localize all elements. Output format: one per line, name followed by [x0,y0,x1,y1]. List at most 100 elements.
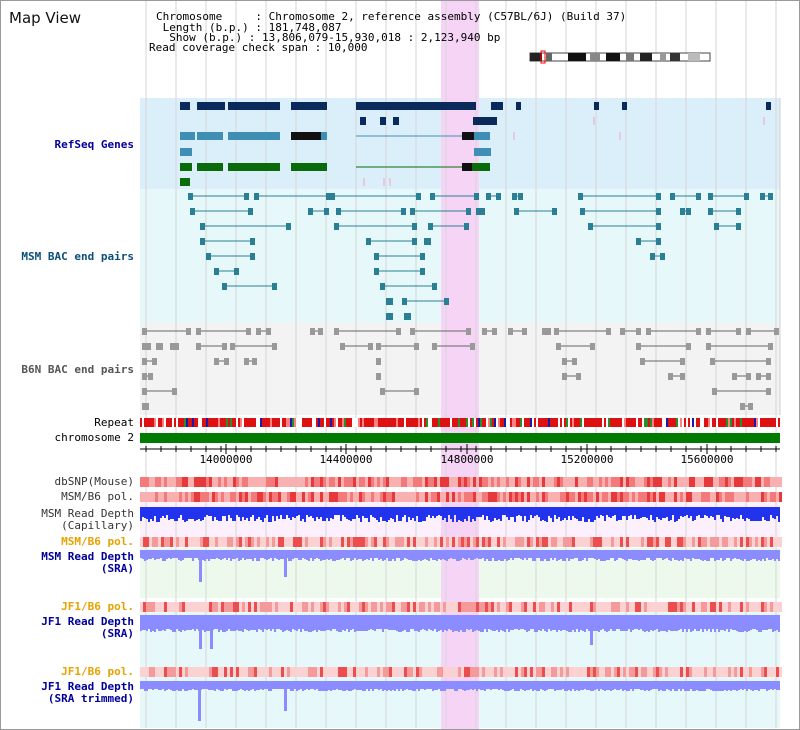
jf1-trimmed-depth-bar [356,681,358,690]
msm-b6-polymorphism-cell [611,537,614,547]
msm-b6-polymorphism-cell [770,492,773,502]
msm-sra-depth-bar [254,550,256,558]
repeat-element [578,418,580,427]
msm-sra-depth-bar [622,550,624,559]
jf1-sra-depth-bar [636,615,638,629]
jf1-sra-depth-bar [772,615,774,632]
track-label-msm-depth-sra[interactable]: MSM Read Depth [41,550,134,563]
jf1-b6-polymorphism-cell [248,602,251,612]
track-label-msm-bac[interactable]: MSM BAC end pairs [21,250,134,263]
msm-capillary-depth-bar [524,507,526,516]
msm-b6-polymorphism-cell [506,492,509,502]
msm-sra-depth-bar [582,550,584,560]
msm-sra-depth-bar [610,550,612,558]
jf1-b6-polymorphism-cell [689,667,692,677]
msm-sra-depth-bar [548,550,550,561]
bac-end-marker [170,343,175,350]
msm-capillary-depth-bar [640,507,642,518]
track-label-jf1-b6-pol-1[interactable]: JF1/B6 pol. [61,600,134,613]
msm-capillary-depth-bar [378,507,380,522]
repeat-element [204,418,206,427]
bac-end-marker [746,328,751,335]
jf1-b6-polymorphism-cell [557,667,560,677]
msm-b6-polymorphism-cell [389,537,392,547]
msm-sra-depth-bar [144,550,146,561]
repeat-element [324,418,326,427]
repeat-element [676,418,678,427]
msm-capillary-depth-bar [606,507,608,515]
jf1-sra-depth-bar [530,615,532,629]
msm-b6-polymorphism-cell [227,492,230,502]
msm-sra-depth-bar [682,550,684,561]
repeat-element [140,418,142,427]
jf1-trimmed-depth-bar [662,681,664,691]
jf1-sra-depth-bar [178,615,180,631]
msm-b6-polymorphism-cell [602,537,605,547]
msm-sra-depth-bar [534,550,536,561]
msm-capillary-depth-bar [696,507,698,516]
jf1-trimmed-depth-bar [710,681,712,690]
msm-capillary-depth-bar [436,507,438,516]
msm-capillary-depth-bar [568,507,570,516]
bac-end-marker [766,373,771,380]
jf1-sra-depth-bar [634,615,636,629]
jf1-b6-polymorphism-cell [392,667,395,677]
msm-sra-depth-bar [360,550,362,559]
msm-sra-depth-bar [402,550,404,560]
jf1-b6-polymorphism-cell [314,667,317,677]
msm-b6-polymorphism-cell [185,492,188,502]
jf1-sra-depth-bar [616,615,618,629]
msm-sra-depth-bar [586,550,588,561]
msm-b6-polymorphism-cell [488,537,491,547]
repeat-element [166,418,168,427]
msm-b6-polymorphism-cell [491,537,494,547]
jf1-sra-depth-bar [320,615,322,631]
jf1-b6-polymorphism-cell [323,667,326,677]
dbsnp-density-cell [464,477,467,487]
track-label-msm-b6-pol-2[interactable]: MSM/B6 pol. [61,535,134,548]
track-label-msm-b6-pol-1[interactable]: MSM/B6 pol. [61,490,134,503]
repeat-element [686,418,688,427]
track-label-jf1-b6-pol-2[interactable]: JF1/B6 pol. [61,665,134,678]
bac-end-marker [244,358,249,365]
jf1-b6-polymorphism-cell [152,602,155,612]
track-label-jf1-depth-sra[interactable]: JF1 Read Depth [41,615,134,628]
dbsnp-density-cell [617,477,620,487]
dbsnp-density-cell [245,477,248,487]
msm-sra-depth-bar [720,550,722,558]
track-label-refseq-genes[interactable]: RefSeq Genes [54,138,134,151]
repeat-element [696,418,698,427]
jf1-b6-polymorphism-cell [290,667,293,677]
msm-capillary-depth-bar [682,507,684,517]
msm-b6-polymorphism-cell [605,492,608,502]
jf1-sra-depth-bar [656,615,658,629]
bac-end-marker [492,328,497,335]
msm-sra-depth-bar [322,550,324,560]
jf1-b6-polymorphism-cell [224,667,227,677]
dbsnp-density-cell [683,477,686,487]
repeat-element [736,418,738,427]
msm-b6-polymorphism-cell [173,492,176,502]
track-label-b6n-bac[interactable]: B6N BAC end pairs [21,363,134,376]
bac-end-marker [172,388,177,395]
track-label-dbsnp[interactable]: dbSNP(Mouse) [54,475,134,488]
jf1-sra-depth-bar [366,615,368,631]
msm-sra-depth-bar [768,550,770,560]
jf1-trimmed-depth-bar [778,681,780,690]
msm-sra-depth-bar [758,550,760,560]
repeat-element [662,418,664,427]
repeat-element [284,418,286,427]
bac-end-marker [432,283,437,290]
msm-capillary-depth-bar [748,507,750,519]
bac-end-marker [152,358,157,365]
bac-end-marker [254,193,259,200]
msm-b6-polymorphism-cell [446,537,449,547]
repeat-element [442,418,444,427]
track-label-jf1-depth-trimmed[interactable]: JF1 Read Depth [41,680,134,693]
jf1-sra-depth-bar [536,615,538,632]
msm-capillary-depth-bar [438,507,440,515]
track-label-msm-depth-capillary[interactable]: MSM Read Depth [41,507,134,520]
repeat-element [264,418,266,427]
msm-sra-depth-bar [734,550,736,558]
